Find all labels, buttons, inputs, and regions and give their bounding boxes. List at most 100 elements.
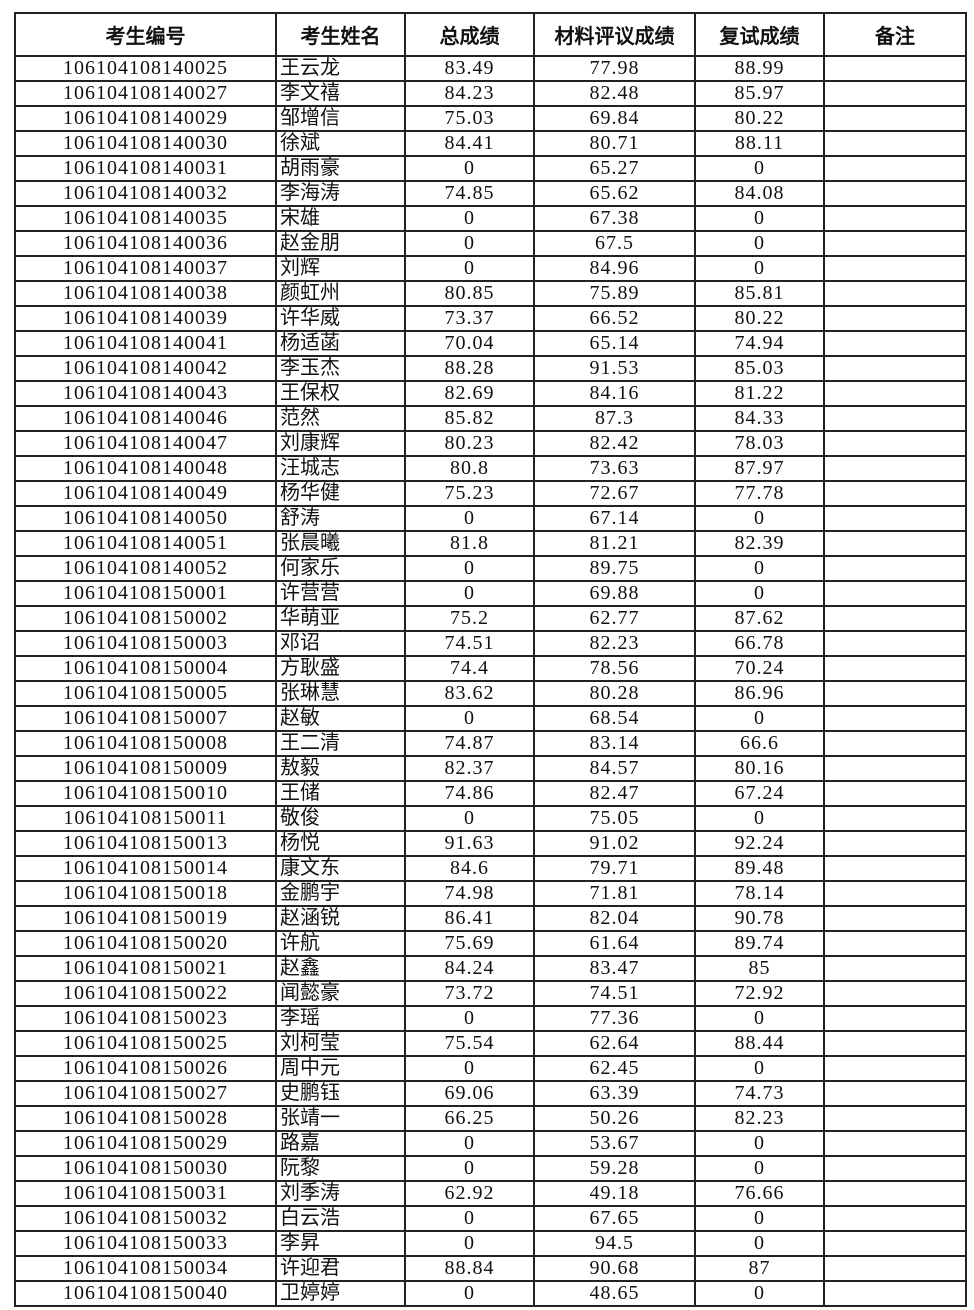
candidate-id-cell: 106104108150005 xyxy=(14,680,277,707)
total-score-cell: 0 xyxy=(404,1005,535,1032)
material-score-cell: 61.64 xyxy=(533,930,696,957)
remarks-cell xyxy=(823,230,967,257)
candidate-id-cell: 106104108150021 xyxy=(14,955,277,982)
remarks-cell xyxy=(823,55,967,82)
material-score-cell: 50.26 xyxy=(533,1105,696,1132)
candidate-name-cell: 赵金朋 xyxy=(275,230,406,257)
total-score-cell: 82.69 xyxy=(404,380,535,407)
candidate-id-cell: 106104108150022 xyxy=(14,980,277,1007)
total-score-cell: 74.85 xyxy=(404,180,535,207)
material-score-cell: 65.62 xyxy=(533,180,696,207)
table-row: 106104108150032 白云浩 0 67.65 0 xyxy=(14,1205,967,1232)
candidate-id-cell: 106104108150025 xyxy=(14,1030,277,1057)
total-score-cell: 83.62 xyxy=(404,680,535,707)
candidate-name-cell: 阮黎 xyxy=(275,1155,406,1182)
total-score-cell: 0 xyxy=(404,555,535,582)
table-row: 106104108150022 闻懿豪 73.72 74.51 72.92 xyxy=(14,980,967,1007)
candidate-id-cell: 106104108150002 xyxy=(14,605,277,632)
total-score-cell: 82.37 xyxy=(404,755,535,782)
retest-score-cell: 84.33 xyxy=(694,405,825,432)
total-score-cell: 69.06 xyxy=(404,1080,535,1107)
total-score-cell: 81.8 xyxy=(404,530,535,557)
material-score-cell: 94.5 xyxy=(533,1230,696,1257)
candidate-name-cell: 周中元 xyxy=(275,1055,406,1082)
remarks-cell xyxy=(823,955,967,982)
table-row: 106104108150031 刘季涛 62.92 49.18 76.66 xyxy=(14,1180,967,1207)
retest-score-cell: 78.03 xyxy=(694,430,825,457)
candidate-name-cell: 胡雨豪 xyxy=(275,155,406,182)
retest-score-cell: 70.24 xyxy=(694,655,825,682)
candidate-id-cell: 106104108140036 xyxy=(14,230,277,257)
table-row: 106104108150009 敖毅 82.37 84.57 80.16 xyxy=(14,755,967,782)
remarks-cell xyxy=(823,580,967,607)
candidate-name-cell: 张靖一 xyxy=(275,1105,406,1132)
table-row: 106104108150018 金鹏宇 74.98 71.81 78.14 xyxy=(14,880,967,907)
candidate-name-cell: 李海涛 xyxy=(275,180,406,207)
candidate-name-cell: 刘康辉 xyxy=(275,430,406,457)
candidate-id-cell: 106104108150028 xyxy=(14,1105,277,1132)
header-retest-score: 复试成绩 xyxy=(694,12,825,57)
candidate-id-cell: 106104108150031 xyxy=(14,1180,277,1207)
candidate-id-cell: 106104108150032 xyxy=(14,1205,277,1232)
remarks-cell xyxy=(823,930,967,957)
total-score-cell: 0 xyxy=(404,1055,535,1082)
candidate-name-cell: 白云浩 xyxy=(275,1205,406,1232)
remarks-cell xyxy=(823,1005,967,1032)
remarks-cell xyxy=(823,630,967,657)
total-score-cell: 0 xyxy=(404,805,535,832)
total-score-cell: 73.72 xyxy=(404,980,535,1007)
total-score-cell: 88.28 xyxy=(404,355,535,382)
table-row: 106104108140048 汪城志 80.8 73.63 87.97 xyxy=(14,455,967,482)
total-score-cell: 0 xyxy=(404,1280,535,1307)
remarks-cell xyxy=(823,1180,967,1207)
material-score-cell: 77.98 xyxy=(533,55,696,82)
table-row: 106104108140036 赵金朋 0 67.5 0 xyxy=(14,230,967,257)
remarks-cell xyxy=(823,1280,967,1307)
material-score-cell: 82.42 xyxy=(533,430,696,457)
total-score-cell: 0 xyxy=(404,205,535,232)
total-score-cell: 86.41 xyxy=(404,905,535,932)
total-score-cell: 75.69 xyxy=(404,930,535,957)
retest-score-cell: 84.08 xyxy=(694,180,825,207)
material-score-cell: 53.67 xyxy=(533,1130,696,1157)
remarks-cell xyxy=(823,305,967,332)
table-row: 106104108150033 李昇 0 94.5 0 xyxy=(14,1230,967,1257)
candidate-id-cell: 106104108150026 xyxy=(14,1055,277,1082)
table-row: 106104108150001 许营营 0 69.88 0 xyxy=(14,580,967,607)
material-score-cell: 67.5 xyxy=(533,230,696,257)
table-row: 106104108150021 赵鑫 84.24 83.47 85 xyxy=(14,955,967,982)
candidate-id-cell: 106104108140025 xyxy=(14,55,277,82)
candidate-name-cell: 舒涛 xyxy=(275,505,406,532)
candidate-name-cell: 闻懿豪 xyxy=(275,980,406,1007)
table-row: 106104108150029 路嘉 0 53.67 0 xyxy=(14,1130,967,1157)
table-row: 106104108150020 许航 75.69 61.64 89.74 xyxy=(14,930,967,957)
remarks-cell xyxy=(823,855,967,882)
remarks-cell xyxy=(823,205,967,232)
retest-score-cell: 0 xyxy=(694,1055,825,1082)
table-row: 106104108150019 赵涵锐 86.41 82.04 90.78 xyxy=(14,905,967,932)
table-row: 106104108140041 杨适菡 70.04 65.14 74.94 xyxy=(14,330,967,357)
remarks-cell xyxy=(823,1230,967,1257)
table-row: 106104108140030 徐斌 84.41 80.71 88.11 xyxy=(14,130,967,157)
candidate-name-cell: 许航 xyxy=(275,930,406,957)
table-row: 106104108150010 王储 74.86 82.47 67.24 xyxy=(14,780,967,807)
material-score-cell: 82.04 xyxy=(533,905,696,932)
candidate-name-cell: 徐斌 xyxy=(275,130,406,157)
header-total-score: 总成绩 xyxy=(404,12,535,57)
material-score-cell: 67.14 xyxy=(533,505,696,532)
material-score-cell: 65.27 xyxy=(533,155,696,182)
candidate-name-cell: 许华威 xyxy=(275,305,406,332)
remarks-cell xyxy=(823,605,967,632)
material-score-cell: 62.45 xyxy=(533,1055,696,1082)
remarks-cell xyxy=(823,405,967,432)
retest-score-cell: 89.48 xyxy=(694,855,825,882)
table-row: 106104108150005 张琳慧 83.62 80.28 86.96 xyxy=(14,680,967,707)
candidate-name-cell: 何家乐 xyxy=(275,555,406,582)
total-score-cell: 73.37 xyxy=(404,305,535,332)
candidate-name-cell: 李玉杰 xyxy=(275,355,406,382)
table-row: 106104108140029 邹增信 75.03 69.84 80.22 xyxy=(14,105,967,132)
candidate-name-cell: 金鹏宇 xyxy=(275,880,406,907)
candidate-id-cell: 106104108140027 xyxy=(14,80,277,107)
total-score-cell: 84.41 xyxy=(404,130,535,157)
table-row: 106104108150023 李瑶 0 77.36 0 xyxy=(14,1005,967,1032)
